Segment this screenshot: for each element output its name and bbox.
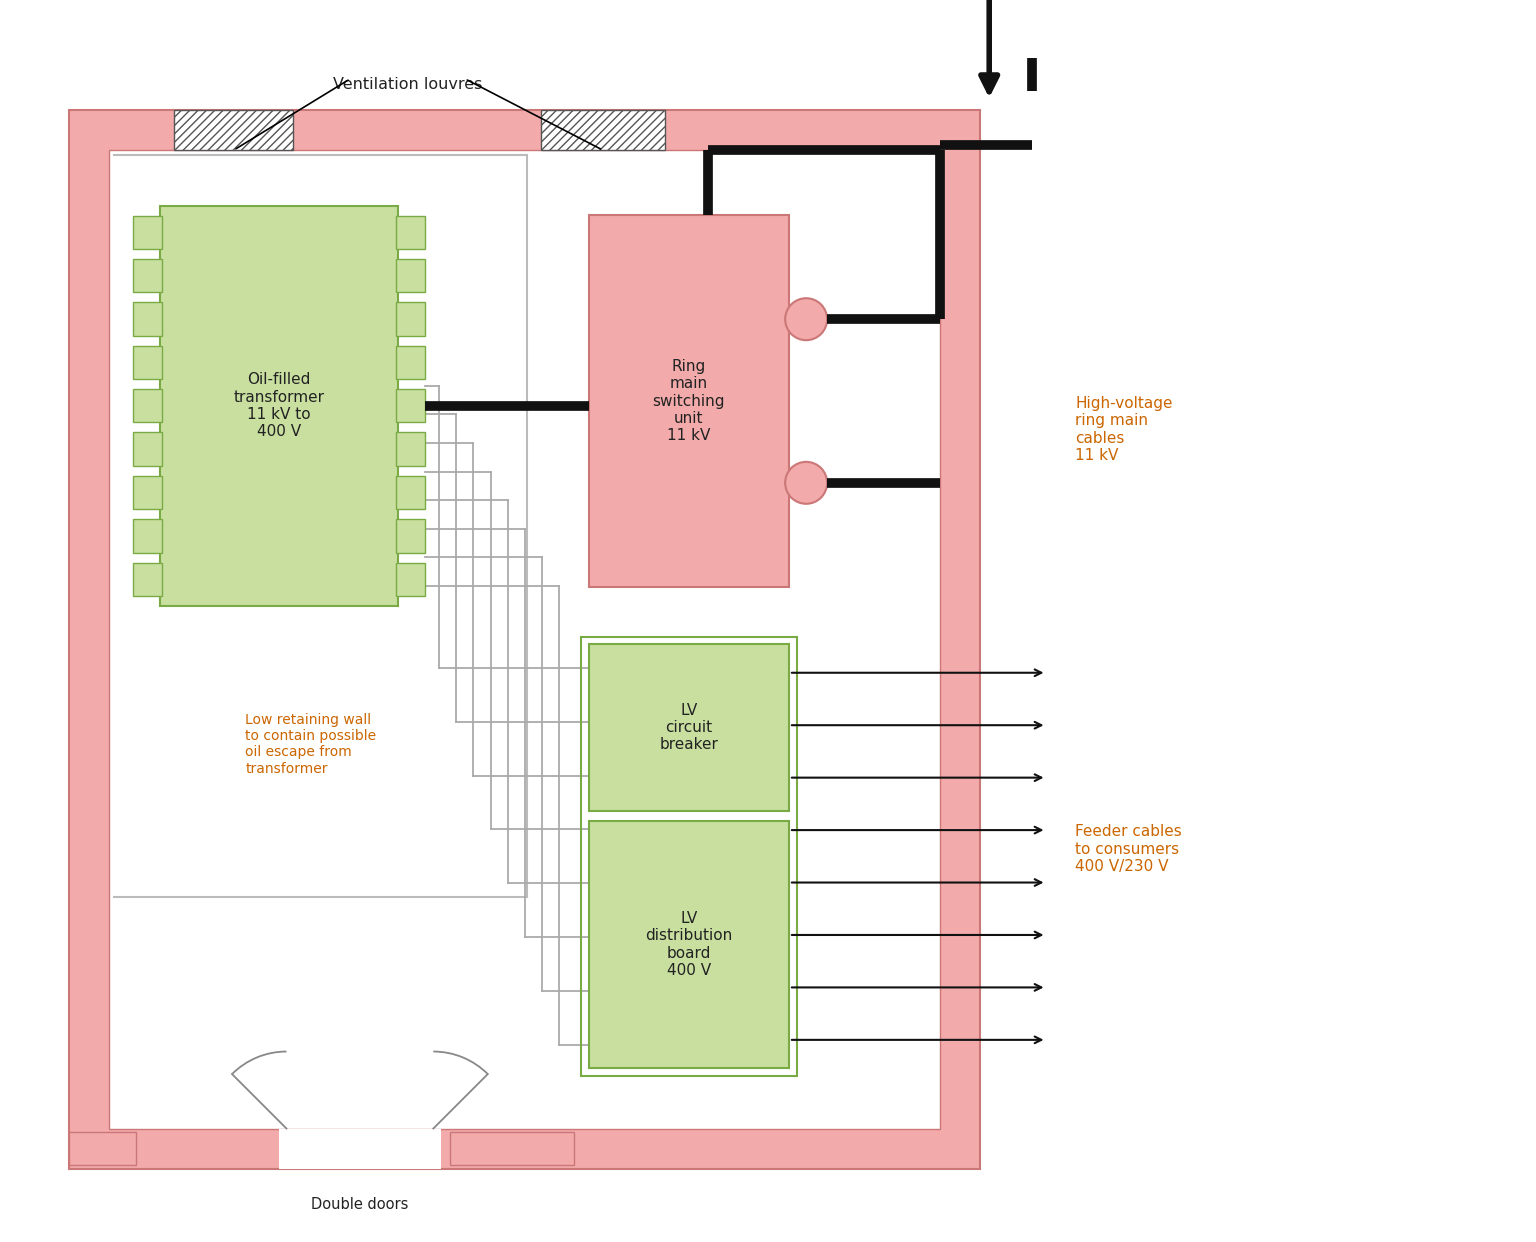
- Bar: [134, 432, 161, 466]
- Bar: [396, 563, 425, 596]
- Text: LV
circuit
breaker: LV circuit breaker: [659, 703, 719, 753]
- Text: High-voltage
ring main
cables
11 kV: High-voltage ring main cables 11 kV: [1075, 396, 1172, 463]
- Bar: [174, 111, 293, 150]
- Bar: [134, 258, 161, 292]
- Text: Low retaining wall
to contain possible
oil escape from
transformer: Low retaining wall to contain possible o…: [246, 713, 376, 775]
- Text: Ring
main
switching
unit
11 kV: Ring main switching unit 11 kV: [653, 359, 725, 443]
- Bar: [581, 637, 797, 1076]
- Circle shape: [785, 462, 826, 504]
- Text: Oil-filled
transformer
11 kV to
400 V: Oil-filled transformer 11 kV to 400 V: [233, 373, 324, 440]
- Circle shape: [785, 298, 826, 340]
- Bar: [396, 476, 425, 509]
- Bar: [134, 389, 161, 422]
- Bar: [541, 111, 665, 150]
- Bar: [109, 150, 940, 1129]
- Text: Ventilation louvres: Ventilation louvres: [333, 77, 482, 92]
- Bar: [588, 215, 790, 587]
- Bar: [396, 389, 425, 422]
- Bar: [69, 111, 980, 1169]
- Text: Double doors: Double doors: [312, 1197, 409, 1212]
- Bar: [134, 345, 161, 379]
- Bar: [134, 519, 161, 553]
- Bar: [396, 432, 425, 466]
- Bar: [396, 258, 425, 292]
- Bar: [588, 821, 790, 1068]
- Bar: [396, 302, 425, 335]
- Bar: [134, 563, 161, 596]
- Bar: [134, 216, 161, 248]
- Bar: [588, 645, 790, 811]
- Bar: [396, 345, 425, 379]
- Bar: [134, 476, 161, 509]
- Bar: [134, 302, 161, 335]
- Bar: [450, 1133, 574, 1165]
- Bar: [69, 1133, 135, 1165]
- Bar: [396, 216, 425, 248]
- Bar: [280, 1129, 441, 1169]
- Bar: [160, 205, 398, 606]
- Bar: [396, 519, 425, 553]
- Text: LV
distribution
board
400 V: LV distribution board 400 V: [645, 910, 733, 979]
- Text: Feeder cables
to consumers
400 V/230 V: Feeder cables to consumers 400 V/230 V: [1075, 825, 1181, 874]
